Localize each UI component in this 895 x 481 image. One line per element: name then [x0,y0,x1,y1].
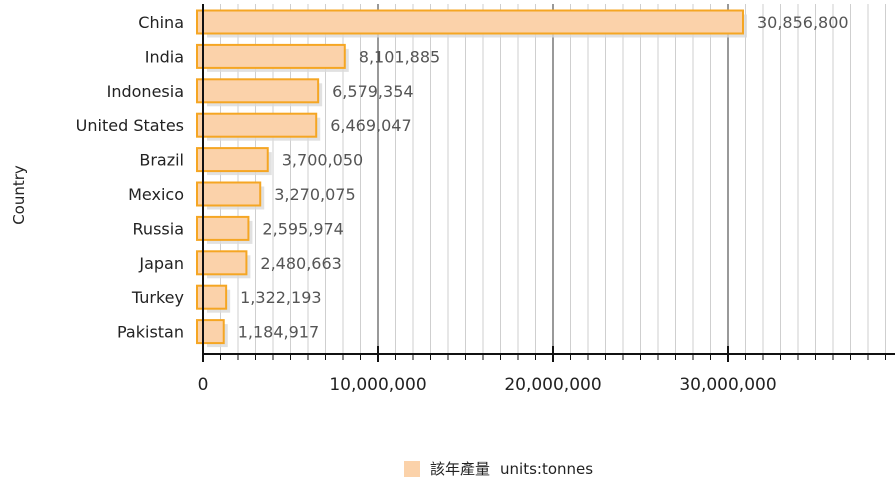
value-labels: 30,856,800 8,101,885 6,579,354 6,469,047 3,7… [238,13,849,342]
value-label: 30,856,800 [757,13,849,32]
legend: 該年產量 units:tonnes [404,458,593,479]
category-label: Indonesia [107,82,184,101]
y-axis-title: Country [10,165,28,225]
category-label: Mexico [128,185,184,204]
bar [196,43,346,69]
value-label: 2,480,663 [260,254,341,273]
bar [196,112,318,138]
category-label: Brazil [139,151,184,170]
category-label: Pakistan [117,323,184,342]
category-labels: China India Indonesia United States Brazil Me… [76,13,184,342]
x-tick-label: 0 [198,375,209,395]
category-label: United States [76,116,184,135]
bar [196,250,248,276]
legend-swatch [404,460,420,477]
bars [196,9,747,348]
category-label: China [138,13,184,32]
x-tick-label: 10,000,000 [329,375,426,395]
value-label: 3,270,075 [274,185,355,204]
category-label: India [145,47,184,66]
x-axis: 0 10,000,000 20,000,000 30,000,000 [198,4,895,395]
value-label: 8,101,885 [359,47,440,66]
bar [196,147,269,173]
value-label: 6,579,354 [332,82,413,101]
value-label: 2,595,974 [262,219,343,238]
bar [196,215,250,241]
value-label: 3,700,050 [282,151,363,170]
category-label: Japan [138,254,184,273]
category-label: Turkey [131,288,184,307]
x-tick-label: 30,000,000 [679,375,776,395]
bar [196,284,228,310]
bar [196,9,744,35]
legend-series-label: 該年產量 [430,460,491,478]
bar [196,78,320,104]
bar [196,319,225,345]
x-tick-label: 20,000,000 [504,375,601,395]
legend-units-label: units:tonnes [500,459,594,478]
value-label: 6,469,047 [330,116,411,135]
value-label: 1,184,917 [238,323,319,342]
value-label: 1,322,193 [240,288,321,307]
category-label: Russia [133,219,184,238]
major-grid [377,4,729,354]
bar [196,181,262,207]
